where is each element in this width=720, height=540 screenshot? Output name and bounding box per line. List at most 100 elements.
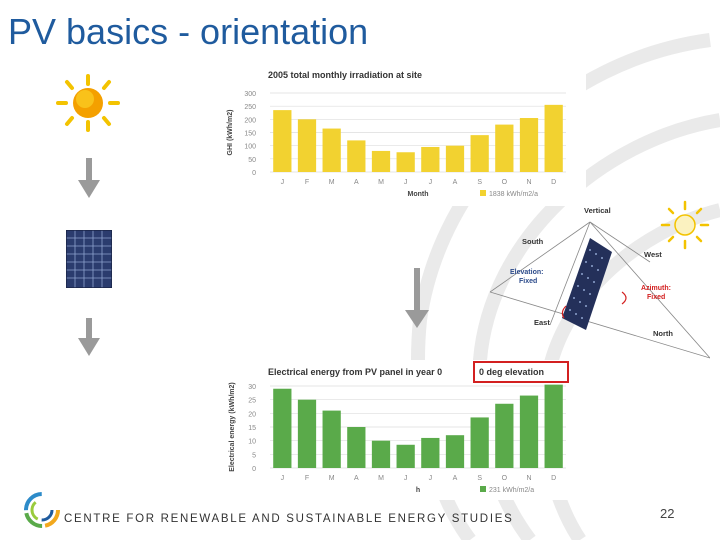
bar: [273, 110, 292, 172]
bar: [445, 435, 465, 468]
bar: [421, 437, 440, 468]
x-tick-label: J: [429, 179, 433, 186]
north-label: North: [653, 329, 673, 338]
elevation-highlight-box: [473, 361, 569, 383]
azimuth-label: Azimuth:: [641, 285, 671, 292]
x-tick-label: S: [477, 179, 482, 186]
y-tick-label: 250: [244, 104, 256, 111]
x-tick-label: S: [477, 475, 482, 482]
bar: [322, 128, 341, 172]
irradiation-chart-panel: 2005 total monthly irradiation at site 3…: [226, 66, 586, 206]
south-label: South: [522, 237, 544, 246]
azimuth-value: Fixed: [647, 294, 666, 301]
x-axis-label: Month: [408, 191, 429, 198]
y-tick-label: 100: [244, 144, 256, 151]
y-tick-label: 20: [248, 411, 256, 418]
y-tick-label: 15: [248, 425, 256, 432]
y-tick-label: 0: [252, 466, 256, 473]
x-tick-label: A: [453, 475, 458, 482]
solar-panel-icon: [66, 230, 112, 288]
x-tick-label: N: [526, 475, 531, 482]
elevation-label: Elevation:: [510, 269, 544, 276]
energy-chart-panel: Electrical energy from PV panel in year …: [226, 360, 588, 500]
bar: [445, 145, 465, 172]
bar: [297, 119, 317, 172]
bar: [347, 140, 366, 172]
y-tick-label: 50: [248, 157, 256, 164]
bar: [495, 403, 514, 468]
x-tick-label: J: [281, 475, 285, 482]
y-tick-label: 25: [248, 398, 256, 405]
y-tick-label: 150: [244, 131, 256, 138]
x-tick-label: D: [551, 179, 556, 186]
x-tick-label: M: [329, 179, 335, 186]
x-tick-label: D: [551, 475, 556, 482]
y-axis-label: Electrical energy (kWh/m2): [229, 382, 236, 471]
x-tick-label: J: [404, 475, 408, 482]
bar: [347, 427, 366, 468]
legend-label: 231 kWh/m2/a: [489, 487, 534, 494]
orientation-axes: [490, 221, 710, 359]
y-tick-label: 30: [248, 384, 256, 391]
sun-icon: [56, 74, 120, 132]
west-label: West: [644, 250, 662, 259]
x-tick-label: M: [378, 179, 384, 186]
bar: [371, 440, 391, 468]
arrow-down-icon: [78, 158, 100, 198]
bar: [470, 417, 489, 468]
bar: [396, 152, 415, 172]
bar: [519, 118, 539, 172]
y-tick-label: 10: [248, 439, 256, 446]
x-tick-label: F: [305, 475, 309, 482]
elevation-highlight-label: 0 deg elevation: [479, 367, 545, 377]
page-number: 22: [660, 506, 675, 521]
arrow-down-icon: [405, 268, 429, 328]
x-tick-label: J: [429, 475, 433, 482]
slide-title: PV basics - orientation: [8, 11, 369, 52]
y-tick-label: 5: [252, 452, 256, 459]
irradiation-chart-title: 2005 total monthly irradiation at site: [268, 70, 423, 80]
bar: [470, 135, 489, 172]
bar: [273, 388, 292, 468]
elevation-value: Fixed: [519, 278, 538, 285]
bar: [495, 124, 514, 172]
legend-swatch: [480, 486, 486, 492]
bar: [544, 104, 563, 172]
bar: [371, 150, 391, 172]
sun-icon: [660, 200, 710, 250]
legend-label: 1838 kWh/m2/a: [489, 191, 538, 198]
x-tick-label: O: [502, 475, 508, 482]
x-tick-label: A: [354, 179, 359, 186]
energy-chart: 30 25 20 15 10 5 0 J F M A M J J A S O N D Electrical energ…: [229, 382, 566, 494]
bar: [519, 395, 539, 468]
bar: [396, 444, 415, 468]
orientation-diagram: Vertical South West East North Elevation…: [490, 200, 710, 360]
arrow-down-icon: [78, 318, 100, 356]
footer-org-name: CENTRE FOR RENEWABLE AND SUSTAINABLE ENE…: [64, 513, 514, 525]
logo-icon: [24, 492, 60, 528]
bar: [322, 410, 341, 468]
y-tick-label: 300: [244, 91, 256, 98]
east-label: East: [534, 318, 550, 327]
bar: [421, 146, 440, 172]
y-axis-label: GHI (kWh/m2): [227, 110, 234, 156]
bar: [544, 384, 563, 468]
energy-chart-title: Electrical energy from PV panel in year …: [268, 367, 443, 377]
y-tick-label: 0: [252, 170, 256, 177]
x-tick-label: A: [453, 179, 458, 186]
x-tick-label: J: [404, 179, 408, 186]
y-tick-label: 200: [244, 117, 256, 124]
x-tick-label: M: [378, 475, 384, 482]
x-tick-label: N: [526, 179, 531, 186]
legend-swatch: [480, 190, 486, 196]
tilted-panel: [562, 238, 612, 330]
irradiation-chart: 300 250 200 150 100 50 0 J F M A M J J A S O N D GHI (kWh/m…: [227, 91, 566, 198]
x-tick-label: M: [329, 475, 335, 482]
x-tick-label: J: [281, 179, 285, 186]
x-tick-label: O: [502, 179, 508, 186]
x-tick-label: F: [305, 179, 309, 186]
x-tick-label: A: [354, 475, 359, 482]
x-axis-label: h: [416, 487, 420, 494]
vertical-label: Vertical: [584, 206, 611, 215]
bar: [297, 399, 317, 468]
